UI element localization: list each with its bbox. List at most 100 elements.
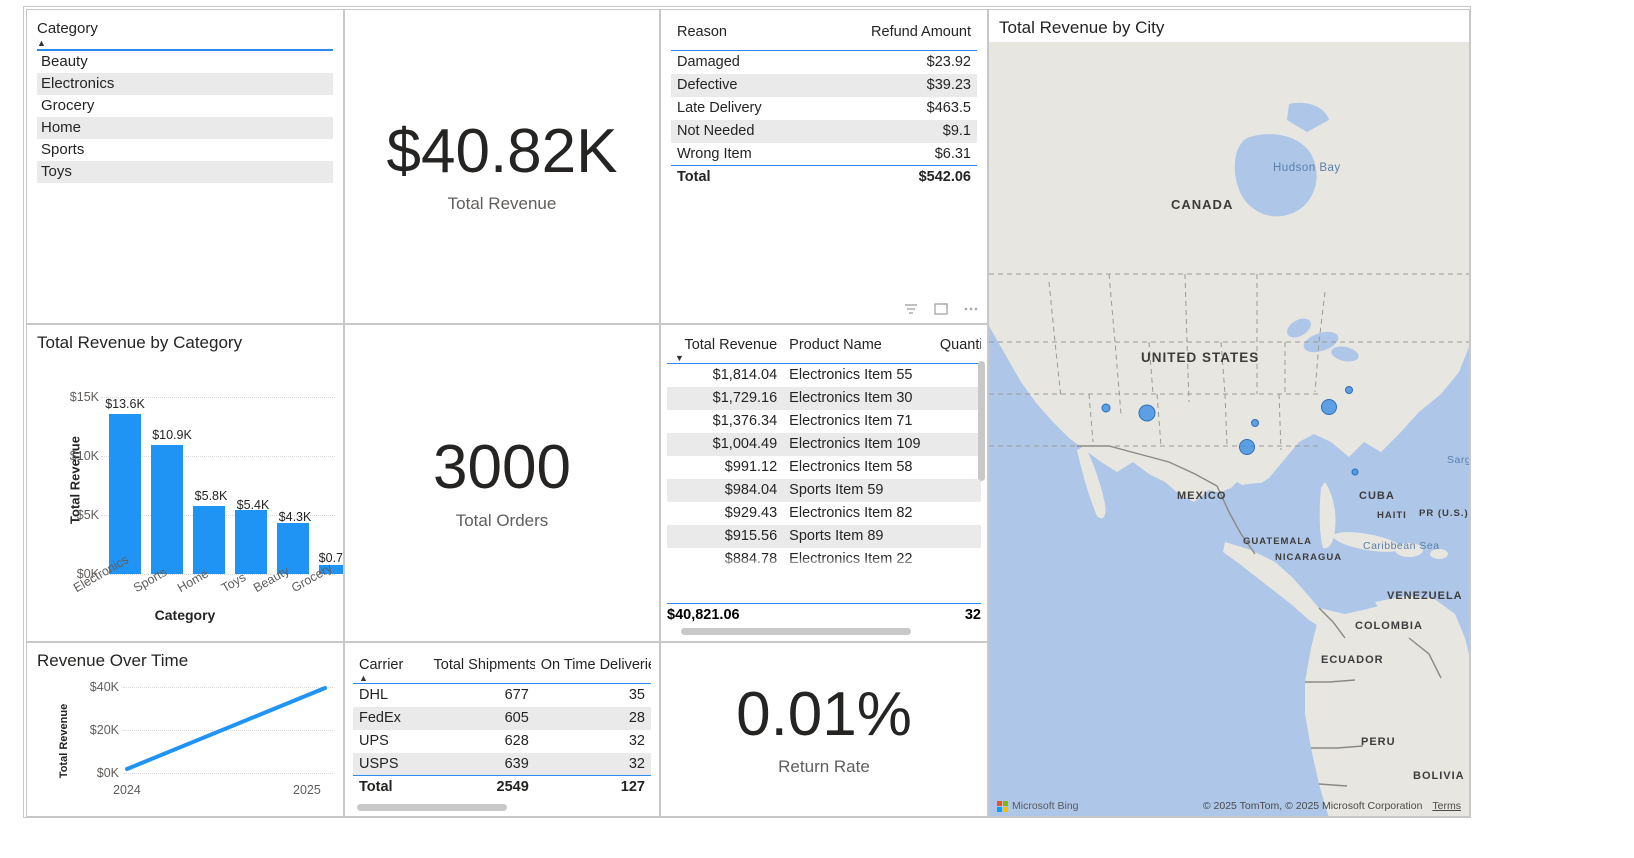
slicer-item-beauty[interactable]: Beauty (41, 53, 88, 70)
focus-mode-icon[interactable] (933, 301, 949, 317)
bar-toys[interactable] (235, 510, 267, 574)
cell-revenue: $984.04 (667, 478, 784, 502)
column-header-product-name[interactable]: Product Name (783, 331, 934, 364)
sort-ascending-icon[interactable]: ▲ (359, 673, 368, 683)
map-bubble-city[interactable] (1345, 386, 1353, 394)
table-row[interactable]: DHL 677 35 (353, 684, 651, 707)
cell-revenue: $991.12 (724, 459, 778, 475)
slicer-item-list: Beauty Electronics Grocery Home Sports T… (37, 51, 333, 183)
map-bubble-city[interactable] (1101, 403, 1111, 413)
slicer-item-electronics[interactable]: Electronics (37, 73, 333, 95)
table-row[interactable]: $1,814.04 Electronics Item 55 (667, 364, 981, 387)
table-row[interactable]: $812.76 Sports Item 92 (667, 570, 981, 571)
table-row[interactable]: USPS 639 32 (353, 752, 651, 776)
column-header-total-shipments[interactable]: Total Shipments (427, 651, 535, 684)
table-row[interactable]: $1,004.49 Electronics Item 109 (667, 432, 981, 456)
table-row[interactable]: $884.78 Electronics Item 22 (667, 548, 981, 571)
cell-reason: Defective (671, 73, 831, 97)
top-products-table[interactable]: Total Revenue ▼ Product Name Quantit $1,… (660, 324, 988, 642)
category-slicer[interactable]: Category ▲ Beauty Electronics Grocery Ho… (26, 9, 344, 324)
table-row[interactable]: $991.12 Electronics Item 58 (667, 456, 981, 479)
cell-product: Electronics Item 82 (789, 505, 913, 521)
cell-total-ontime: 127 (534, 775, 651, 799)
map-bubble-city[interactable] (1251, 419, 1259, 427)
bar-data-label: $10.9K (152, 428, 192, 442)
table-row[interactable]: FedEx 605 28 (353, 706, 651, 730)
total-orders-card[interactable]: 3000 Total Orders (344, 324, 660, 642)
table-row[interactable]: Not Needed $9.1 (671, 119, 977, 143)
chart-title: Revenue Over Time (37, 651, 189, 670)
cell-ontime: 35 (628, 687, 645, 704)
column-header-label: Total Revenue (684, 337, 778, 353)
revenue-over-time-chart[interactable]: Revenue Over Time Total Revenue $40K $20… (26, 642, 344, 817)
table-row[interactable]: $1,376.34 Electronics Item 71 (667, 410, 981, 433)
microsoft-bing-logo[interactable]: Microsoft Bing (997, 800, 1079, 812)
line-chart-plot-area[interactable]: Total Revenue $40K $20K $0K 2024 2025 (27, 673, 343, 808)
total-revenue-by-category-chart[interactable]: Total Revenue by Category Total Revenue … (26, 324, 344, 642)
bar-grocery[interactable] (319, 565, 343, 574)
more-options-icon[interactable] (963, 301, 979, 317)
horizontal-scrollbar[interactable] (681, 628, 911, 635)
table-row[interactable]: Late Delivery $463.5 (671, 97, 977, 120)
bar-data-label: $0.7K (318, 551, 344, 565)
horizontal-scrollbar[interactable] (357, 804, 507, 811)
table-row[interactable]: Defective $39.23 (671, 73, 977, 97)
y-axis-title: Total Revenue (58, 703, 71, 778)
table-row[interactable]: Wrong Item $6.31 (671, 143, 977, 166)
bar-home[interactable] (193, 506, 225, 574)
cell-shipments: 605 (427, 706, 535, 730)
table-row[interactable]: $1,729.16 Electronics Item 30 (667, 386, 981, 410)
bar-sports[interactable] (151, 445, 183, 574)
vertical-scrollbar[interactable] (978, 361, 985, 593)
revenue-line-series[interactable] (123, 673, 329, 783)
column-header-reason[interactable]: Reason (671, 18, 831, 51)
bar-electronics[interactable] (109, 414, 141, 574)
refund-by-reason-table[interactable]: Reason Refund Amount Damaged $23.92 Defe… (660, 9, 988, 324)
y-tick-label: $20K (89, 723, 119, 737)
column-header-quantity[interactable]: Quantit (933, 331, 981, 364)
slicer-item-grocery[interactable]: Grocery (41, 97, 95, 114)
map-canvas[interactable]: CANADA UNITED STATES MEXICO CUBA HAITI P… (989, 42, 1469, 816)
column-header-carrier[interactable]: Carrier ▲ (353, 651, 428, 684)
table-row[interactable]: $929.43 Electronics Item 82 (667, 502, 981, 525)
cell-refund-amount: $6.31 (934, 145, 971, 162)
filter-icon[interactable] (903, 301, 919, 317)
table-row[interactable]: Damaged $23.92 (671, 51, 977, 74)
slicer-header[interactable]: Category ▲ (37, 20, 333, 51)
column-header-on-time-deliveries[interactable]: On Time Deliverie (534, 651, 651, 684)
map-bubble-city[interactable] (1351, 468, 1359, 476)
map-title: Total Revenue by City (999, 18, 1165, 37)
slicer-item-toys[interactable]: Toys (37, 161, 333, 183)
map-bubble-city[interactable] (1239, 439, 1255, 455)
product-table-scroll-area[interactable]: Total Revenue ▼ Product Name Quantit $1,… (667, 331, 981, 571)
return-rate-card[interactable]: 0.01% Return Rate (660, 642, 988, 817)
map-bubble-city[interactable] (1321, 399, 1337, 415)
total-revenue-card[interactable]: $40.82K Total Revenue (344, 9, 660, 324)
map-terms-link[interactable]: Terms (1432, 800, 1461, 812)
cell-revenue: $1,376.34 (712, 413, 778, 429)
cell-revenue: $884.78 (724, 551, 778, 567)
cell-reason: Late Delivery (677, 100, 762, 116)
cell-product: Electronics Item 55 (789, 367, 913, 384)
cell-product: Electronics Item 58 (789, 459, 913, 475)
table-row[interactable]: $915.56 Sports Item 89 (667, 524, 981, 548)
table-row[interactable]: UPS 628 32 (353, 730, 651, 753)
bar-beauty[interactable] (277, 523, 309, 574)
sort-ascending-icon[interactable]: ▲ (37, 38, 46, 48)
bar-chart-plot-area[interactable]: Total Revenue $15K $10K $5K $0K $13.6K $ (27, 355, 343, 605)
slicer-item-home[interactable]: Home (37, 117, 333, 139)
column-header-refund-amount[interactable]: Refund Amount (830, 18, 977, 51)
cell-carrier: DHL (359, 687, 389, 704)
cell-refund-amount: $9.1 (830, 119, 977, 143)
table-row[interactable]: $984.04 Sports Item 59 (667, 478, 981, 502)
carrier-performance-table[interactable]: Carrier ▲ Total Shipments On Time Delive… (344, 642, 660, 817)
column-header-total-revenue[interactable]: Total Revenue ▼ (667, 331, 784, 364)
cell-total-quantity: 32 (964, 607, 981, 623)
total-revenue-by-city-map[interactable]: Total Revenue by City (988, 9, 1470, 817)
slicer-item-sports[interactable]: Sports (41, 141, 85, 158)
sort-descending-icon[interactable]: ▼ (675, 353, 684, 363)
visual-header-toolbar (903, 301, 979, 317)
cell-ontime: 32 (628, 733, 645, 749)
chart-title: Total Revenue by Category (37, 333, 243, 352)
map-bubble-city[interactable] (1138, 404, 1156, 422)
